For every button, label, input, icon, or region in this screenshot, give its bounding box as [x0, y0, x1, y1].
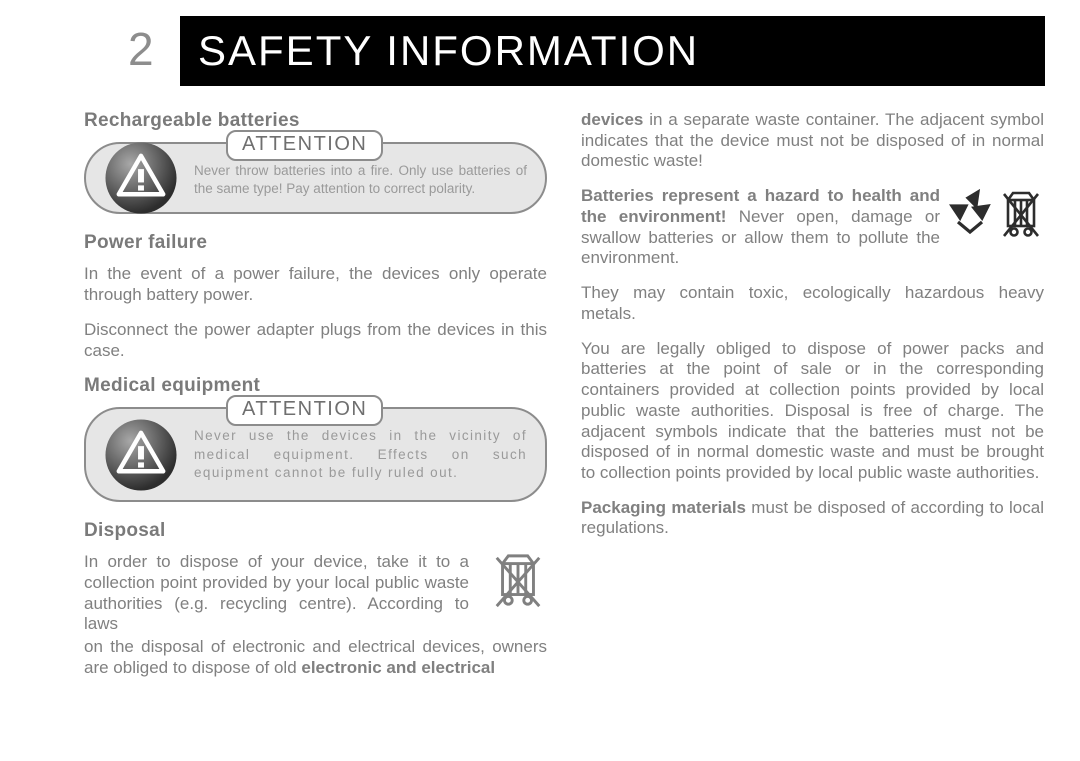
attention-text: Never use the devices in the vicinity of…: [194, 427, 527, 482]
paragraph: Disconnect the power adapter plugs from …: [84, 320, 547, 361]
header-bar: SAFETY INFORMATION: [180, 16, 1045, 86]
content-columns: Rechargeable batteries ATTENTION Nev: [84, 110, 1044, 692]
paragraph: In the event of a power failure, the dev…: [84, 264, 547, 305]
warning-icon: [104, 141, 178, 215]
attention-text: Never throw batteries into a fire. Only …: [194, 162, 527, 198]
recycle-and-bin-icon: [948, 188, 1044, 240]
attention-box-medical: ATTENTION Never use the devices in the v…: [84, 407, 547, 502]
paragraph: Packaging materials must be disposed of …: [581, 498, 1044, 539]
page-title: SAFETY INFORMATION: [198, 27, 699, 75]
attention-box-batteries: ATTENTION Never throw batteries into a f…: [84, 142, 547, 214]
paragraph: devices in a separate waste container. T…: [581, 110, 1044, 172]
paragraph: on the disposal of electronic and electr…: [84, 637, 547, 678]
weee-bin-icon: [489, 552, 547, 610]
left-column: Rechargeable batteries ATTENTION Nev: [84, 110, 547, 692]
paragraph: You are legally obliged to dispose of po…: [581, 339, 1044, 484]
paragraph: Batteries represent a hazard to health a…: [581, 186, 1044, 269]
manual-page: SAFETY INFORMATION 2 Rechargeable batter…: [0, 0, 1080, 761]
heading-rechargeable: Rechargeable batteries: [84, 110, 547, 132]
attention-label: ATTENTION: [226, 130, 383, 161]
right-column: devices in a separate waste container. T…: [581, 110, 1044, 692]
warning-icon: [104, 418, 178, 492]
attention-label: ATTENTION: [226, 395, 383, 426]
heading-disposal: Disposal: [84, 520, 547, 542]
disposal-block: In order to dispose of your device, take…: [84, 552, 547, 678]
paragraph: In order to dispose of your device, take…: [84, 552, 547, 635]
page-number: 2: [128, 22, 155, 76]
heading-medical: Medical equipment: [84, 375, 547, 397]
heading-power-failure: Power failure: [84, 232, 547, 254]
paragraph: They may contain toxic, ecologically haz…: [581, 283, 1044, 324]
